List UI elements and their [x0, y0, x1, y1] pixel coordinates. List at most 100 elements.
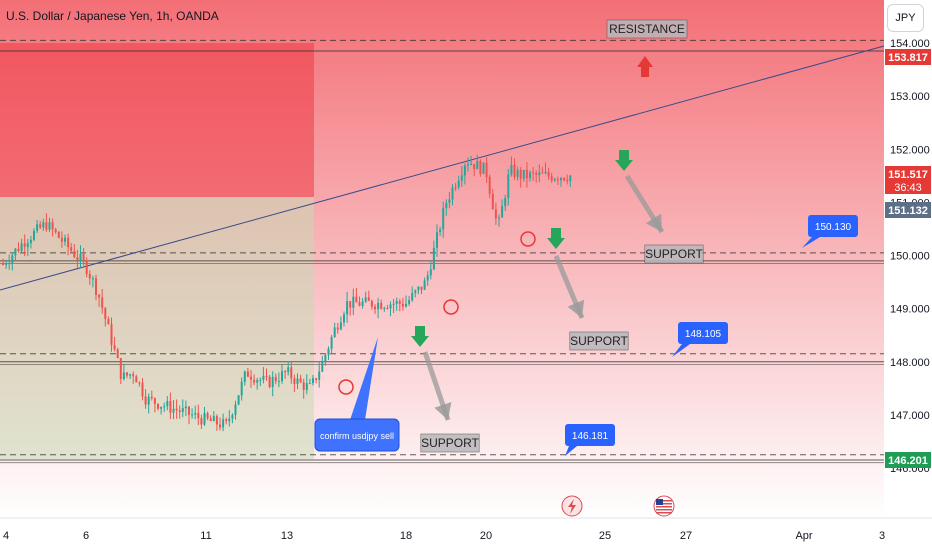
candle-body: [293, 378, 296, 384]
candle-body: [17, 248, 20, 252]
support-label-146: SUPPORT: [421, 436, 479, 450]
candle-body: [178, 410, 181, 412]
candle-body: [101, 297, 104, 309]
candle-body: [42, 222, 45, 228]
price-tag-value: 153.817: [888, 52, 928, 64]
time-axis-tick: 20: [480, 530, 492, 542]
price-callout-box[interactable]: [565, 424, 615, 446]
candle-body: [132, 374, 135, 377]
candle-body: [504, 198, 507, 207]
candle-body: [414, 290, 417, 294]
candle-body: [48, 222, 51, 230]
candle-body: [57, 231, 60, 238]
price-tag-value: 151.132: [888, 205, 928, 217]
time-axis-tick: 27: [680, 530, 692, 542]
callout-pointer: [565, 446, 577, 456]
support-label-146-box: [420, 433, 480, 453]
candle-body: [200, 418, 203, 425]
candle-body: [302, 382, 305, 390]
candle-body: [392, 303, 395, 305]
candle-body: [203, 413, 206, 425]
price-axis-tick: 152.000: [890, 144, 930, 156]
candle-body: [563, 177, 566, 181]
candle-body: [535, 173, 538, 175]
currency-button[interactable]: JPY: [887, 4, 924, 32]
candle-body: [482, 162, 485, 174]
candle-body: [358, 302, 361, 306]
sell-down-arrow-icon: [615, 150, 633, 171]
candle-body: [163, 406, 166, 408]
annotation-box[interactable]: [314, 418, 400, 452]
candle-body: [386, 308, 389, 310]
price-callout-box[interactable]: [678, 322, 728, 344]
lightning-icon: [568, 499, 576, 514]
candle-body: [265, 376, 268, 378]
candle-body: [215, 416, 218, 425]
candle-body: [473, 163, 476, 170]
candle-body: [532, 172, 535, 174]
candle-body: [191, 414, 194, 416]
candle-body: [476, 160, 479, 170]
candle-body: [33, 230, 35, 240]
candle-body: [246, 371, 249, 377]
us-flag-icon-canton: [656, 499, 663, 505]
candle-body: [39, 224, 42, 228]
projection-arrowhead-icon: [434, 401, 452, 420]
candle-body: [364, 297, 367, 302]
candle-body: [321, 361, 324, 372]
candle-body: [119, 358, 122, 379]
candle-body: [240, 381, 243, 396]
candle-body: [135, 376, 138, 383]
candle-body: [439, 229, 442, 233]
time-axis-tick: 11: [200, 530, 211, 542]
candle-body: [237, 395, 240, 405]
candle-body: [330, 336, 333, 349]
time-axis-tick: 4: [3, 530, 9, 542]
candle-body: [513, 164, 516, 177]
candle-body: [181, 408, 184, 412]
price-tag: [885, 166, 931, 194]
candle-body: [243, 371, 246, 382]
candle-body: [122, 372, 125, 379]
candle-body: [432, 247, 435, 270]
price-tag-countdown: 36:43: [894, 182, 922, 194]
us-flag-icon-stripe: [656, 500, 672, 502]
support-label-150-box: [644, 244, 704, 264]
candle-body: [408, 300, 411, 304]
price-axis-tick: 154.000: [890, 38, 930, 50]
annotation-pointer: [350, 337, 378, 420]
candle-body: [355, 296, 358, 303]
price-tag: [885, 49, 931, 65]
candle-body: [498, 217, 500, 219]
price-callout-box[interactable]: [808, 215, 858, 237]
price-tag: [885, 452, 931, 468]
candle-body: [91, 278, 94, 280]
candle-body: [82, 254, 85, 261]
candle-body: [315, 378, 318, 380]
risk-zone: [0, 43, 314, 197]
time-axis-tick: 3: [879, 530, 885, 542]
us-flag-icon-stripe: [656, 509, 672, 511]
candle-body: [417, 286, 420, 291]
callout-pointer: [802, 237, 820, 248]
candle-body: [411, 293, 414, 301]
candle-body: [95, 278, 97, 295]
candle-body: [153, 398, 156, 404]
candle-body: [166, 401, 169, 407]
callout-pointer: [672, 344, 690, 357]
candle-body: [262, 376, 265, 380]
candle-body: [553, 179, 556, 181]
candle-body: [485, 162, 488, 178]
price-axis-tick: 150.000: [890, 251, 930, 263]
candle-body: [299, 378, 302, 383]
trendline[interactable]: [0, 45, 885, 291]
candle-body: [460, 175, 463, 181]
resistance-up-arrow-icon: [637, 56, 653, 77]
candle-body: [389, 304, 392, 309]
swing-low-marker: [520, 231, 536, 247]
candle-body: [398, 301, 401, 304]
chart-title: U.S. Dollar / Japanese Yen, 1h, OANDA: [6, 9, 219, 23]
candle-body: [79, 254, 82, 261]
candle-body: [336, 327, 339, 330]
